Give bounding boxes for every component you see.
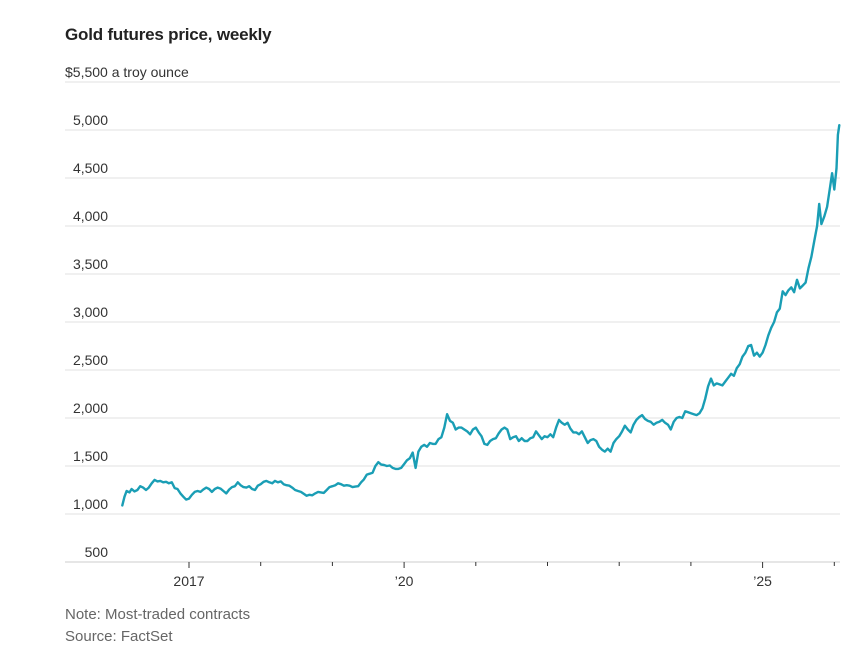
y-tick-label: 5,000 — [73, 112, 108, 128]
y-tick-label: 1,500 — [73, 448, 108, 464]
gridlines — [65, 81, 840, 563]
x-tick-label: ’20 — [395, 573, 414, 589]
series-line-gold-futures — [121, 124, 841, 507]
line-chart: $5,500 a troy ounce 5,000 4,500 4,000 3,500 3… — [65, 64, 841, 589]
x-tick-label: 2017 — [173, 573, 204, 589]
y-axis-ticks: $5,500 a troy ounce 5,000 4,500 4,000 3,500 3… — [65, 64, 189, 560]
x-tick-label: ’25 — [753, 573, 772, 589]
chart-source: Source: FactSet — [65, 628, 173, 645]
y-tick-label: 2,500 — [73, 352, 108, 368]
y-tick-label: 3,500 — [73, 256, 108, 272]
y-tick-label: $5,500 a troy ounce — [65, 64, 189, 80]
chart-title: Gold futures price, weekly — [65, 25, 272, 44]
y-tick-label: 4,500 — [73, 160, 108, 176]
x-axis: 2017 ’20 ’25 — [173, 562, 835, 589]
y-tick-label: 2,000 — [73, 400, 108, 416]
y-tick-label: 1,000 — [73, 496, 108, 512]
y-tick-label: 500 — [85, 544, 109, 560]
y-tick-label: 4,000 — [73, 208, 108, 224]
y-tick-label: 3,000 — [73, 304, 108, 320]
series-group — [121, 124, 841, 507]
chart-note: Note: Most-traded contracts — [65, 606, 251, 623]
